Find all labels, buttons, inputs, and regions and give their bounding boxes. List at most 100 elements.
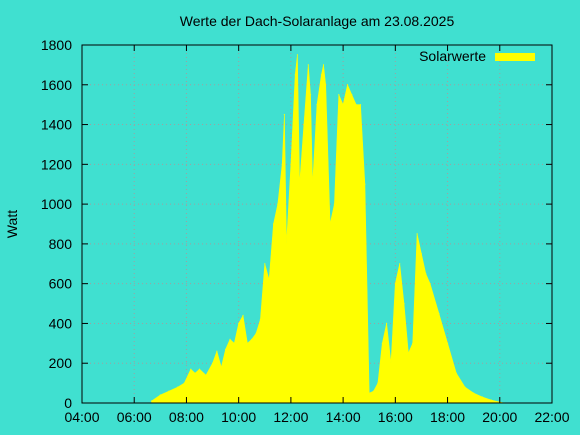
data-point [151, 400, 153, 402]
data-point [194, 372, 196, 374]
x-tick-label: 04:00 [64, 409, 99, 425]
data-point [355, 104, 357, 106]
x-tick-label: 14:00 [326, 409, 361, 425]
legend-label: Solarwerte [419, 48, 486, 64]
data-point [220, 366, 222, 368]
data-point [264, 263, 266, 265]
data-point [242, 314, 244, 317]
data-point [225, 348, 227, 350]
x-tick-label: 16:00 [378, 409, 413, 425]
data-point [205, 374, 207, 376]
data-point [296, 54, 298, 56]
data-point [381, 342, 383, 344]
data-point [438, 312, 440, 315]
data-point [183, 382, 185, 384]
x-tick-label: 06:00 [117, 409, 152, 425]
data-point [390, 362, 392, 364]
y-tick-label: 1800 [41, 37, 72, 53]
data-point [359, 104, 362, 106]
data-point [329, 223, 331, 225]
data-point [416, 233, 418, 235]
data-point [190, 368, 192, 370]
data-point [407, 352, 409, 354]
data-point [216, 350, 218, 352]
data-point [277, 203, 279, 205]
data-point [399, 263, 401, 265]
data-point [473, 392, 475, 394]
data-point [322, 64, 325, 66]
data-point [447, 342, 449, 344]
data-point [394, 283, 396, 285]
data-point [303, 124, 305, 126]
chart-title: Werte der Dach-Solaranlage am 23.08.2025 [180, 13, 455, 29]
x-axis: 04:00 06:00 08:00 10:00 12:00 14:00 16:00 18:00… [64, 45, 570, 425]
data-point [312, 183, 314, 185]
data-point [481, 396, 483, 398]
data-point [285, 243, 288, 245]
y-tick-label: 1400 [41, 117, 72, 133]
data-point [229, 338, 231, 340]
y-tick-label: 1200 [41, 156, 72, 172]
y-tick-label: 400 [49, 315, 73, 331]
y-tick-label: 0 [64, 395, 72, 411]
x-tick-label: 12:00 [273, 409, 308, 425]
data-point [283, 114, 285, 116]
data-point [159, 394, 161, 396]
data-point [307, 64, 309, 66]
data-point [259, 318, 261, 321]
data-point [268, 279, 270, 281]
data-point [342, 104, 344, 106]
data-point [464, 386, 466, 388]
data-point [246, 342, 248, 344]
data-point [373, 390, 375, 392]
plot-frame [81, 44, 553, 404]
data-point [346, 84, 349, 86]
y-tick-label: 1600 [41, 77, 72, 93]
y-tick-label: 200 [49, 355, 73, 371]
data-point [251, 338, 253, 340]
data-point [425, 273, 427, 275]
legend: Solarwerte [419, 48, 535, 64]
data-point [299, 183, 301, 185]
data-point [316, 104, 318, 106]
y-tick-label: 1000 [41, 196, 72, 212]
y-tick-label: 600 [49, 276, 73, 292]
data-point [238, 322, 240, 324]
legend-swatch [495, 53, 535, 61]
data-point [364, 183, 366, 185]
x-tick-label: 20:00 [482, 409, 517, 425]
data-point [325, 84, 327, 86]
data-point [455, 372, 457, 374]
data-point [377, 382, 379, 384]
data-point [233, 342, 235, 344]
data-point [429, 283, 431, 285]
data-point [351, 94, 353, 96]
data-point [272, 223, 275, 225]
data-point [309, 94, 312, 96]
data-point [212, 362, 214, 364]
data-point [412, 342, 414, 344]
data-point [368, 392, 370, 394]
data-point [168, 390, 170, 392]
y-tick-label: 800 [49, 236, 73, 252]
x-tick-label: 18:00 [430, 409, 465, 425]
x-tick-label: 08:00 [169, 409, 204, 425]
data-point [333, 203, 335, 205]
data-point [281, 163, 283, 165]
y-axis-label: Watt [4, 210, 20, 238]
data-point [386, 322, 388, 324]
data-point [403, 303, 405, 305]
data-point [177, 386, 179, 388]
data-point [255, 332, 257, 334]
x-tick-label: 22:00 [534, 409, 569, 425]
data-point [320, 74, 322, 76]
data-point [294, 74, 296, 76]
data-point [420, 253, 422, 255]
data-point [338, 94, 340, 96]
y-axis: 0 200 400 600 800 1000 1200 1400 1600 1800 [41, 37, 552, 411]
data-point [290, 163, 292, 165]
data-point [198, 368, 201, 370]
data-point [490, 399, 492, 401]
x-tick-label: 10:00 [221, 409, 256, 425]
